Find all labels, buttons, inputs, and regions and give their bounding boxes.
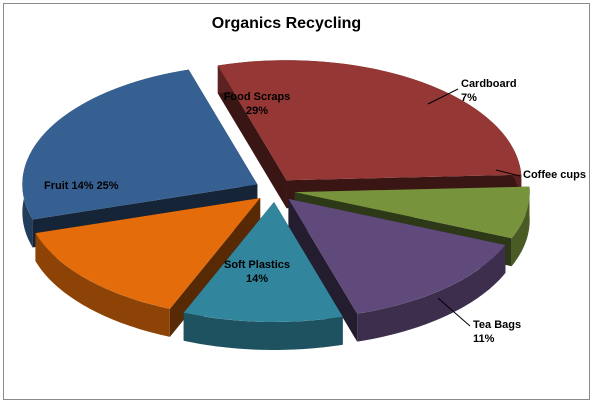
leader-line	[427, 88, 459, 105]
data-label-name: Cardboard	[461, 78, 517, 90]
data-label-name: Soft Plastics	[224, 259, 290, 271]
pie-slice-side	[183, 312, 343, 350]
pie-slice-cardboard	[294, 186, 530, 239]
pie-slice-wall	[217, 65, 287, 209]
pie-slice-food-scraps	[217, 60, 522, 181]
data-label: Tea Bags 11%	[473, 319, 521, 345]
pie-slice-soft-plastics	[35, 198, 261, 309]
data-label-name: Tea Bags	[473, 319, 521, 331]
data-label: Food Scraps 29%	[224, 91, 291, 117]
data-label-name: Food Scraps	[224, 91, 291, 103]
chart-title: Organics Recycling	[211, 15, 362, 32]
leader-line	[495, 169, 521, 177]
data-label: Cardboard 7%	[461, 78, 517, 104]
data-label: Coffee cups	[523, 169, 586, 181]
pie-slice-wall	[288, 198, 358, 342]
pie-slice-side	[357, 245, 506, 342]
pie-slice-fruit-14-25	[22, 69, 258, 220]
data-label-percent: 29%	[246, 105, 268, 117]
pie-slice-side	[511, 186, 530, 267]
data-label-percent: 11%	[473, 333, 495, 345]
data-label-name: Coffee cups	[523, 169, 586, 181]
pie-slice-coffee-cups	[288, 198, 506, 314]
leader-line	[437, 297, 471, 327]
pie-slice-side	[35, 233, 170, 337]
data-label-percent: 14%	[246, 273, 268, 285]
data-label: Fruit 14% 25%	[44, 180, 119, 192]
data-label-percent: 7%	[461, 92, 477, 104]
data-label-name: Fruit 14% 25%	[44, 180, 119, 192]
pie-slice-tea-bags	[183, 201, 343, 322]
data-label: Soft Plastics 14%	[224, 259, 290, 285]
pie-tops	[22, 60, 530, 322]
